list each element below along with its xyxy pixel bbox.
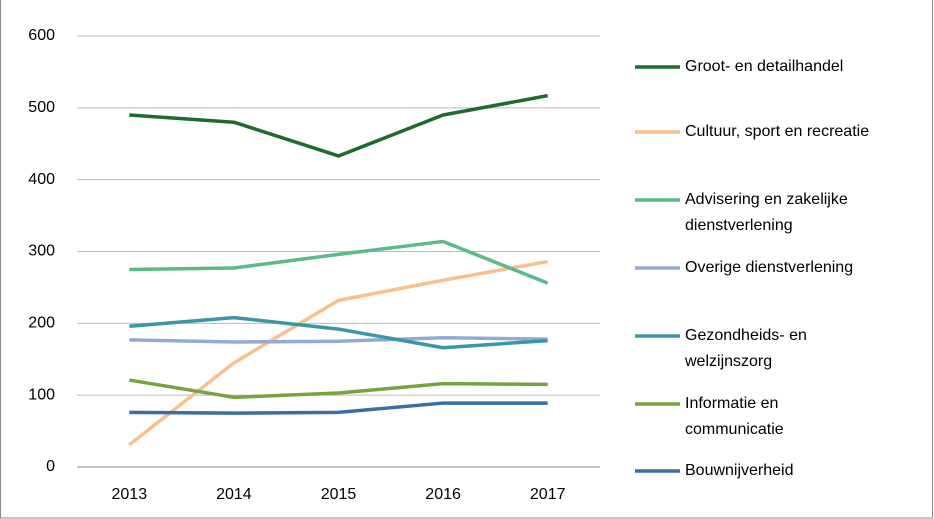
x-tick-label: 2017 (530, 486, 566, 503)
legend-label: Groot- en detailhandel (685, 58, 844, 75)
y-tick-label: 200 (28, 315, 55, 332)
x-tick-label: 2013 (112, 486, 148, 503)
y-tick-label: 500 (28, 99, 55, 116)
y-tick-label: 300 (28, 243, 55, 260)
series-line (129, 315, 548, 350)
y-tick-label: 600 (28, 27, 55, 44)
legend-label: Bouwnijverheid (685, 462, 794, 479)
series-line (129, 401, 548, 415)
y-tick-label: 400 (28, 171, 55, 188)
y-tick-label: 0 (46, 458, 55, 475)
series-line (129, 93, 549, 158)
series-line (128, 259, 549, 447)
x-tick-label: 2014 (216, 486, 252, 503)
series-line (129, 239, 549, 285)
x-tick-label: 2015 (321, 486, 357, 503)
legend-label: Informatie en communicatie (685, 395, 784, 438)
legend-label: Advisering en zakelijke dienstverlening (685, 191, 848, 234)
legend-label: Cultuur, sport en recreatie (685, 123, 870, 140)
series-line (129, 378, 548, 400)
x-tick-label: 2016 (425, 486, 461, 503)
series-line (129, 335, 548, 344)
legend-label: Gezondheids- en welzijnszorg (685, 327, 807, 370)
legend-label: Overige dienstverlening (685, 259, 854, 276)
y-tick-label: 100 (28, 386, 55, 403)
